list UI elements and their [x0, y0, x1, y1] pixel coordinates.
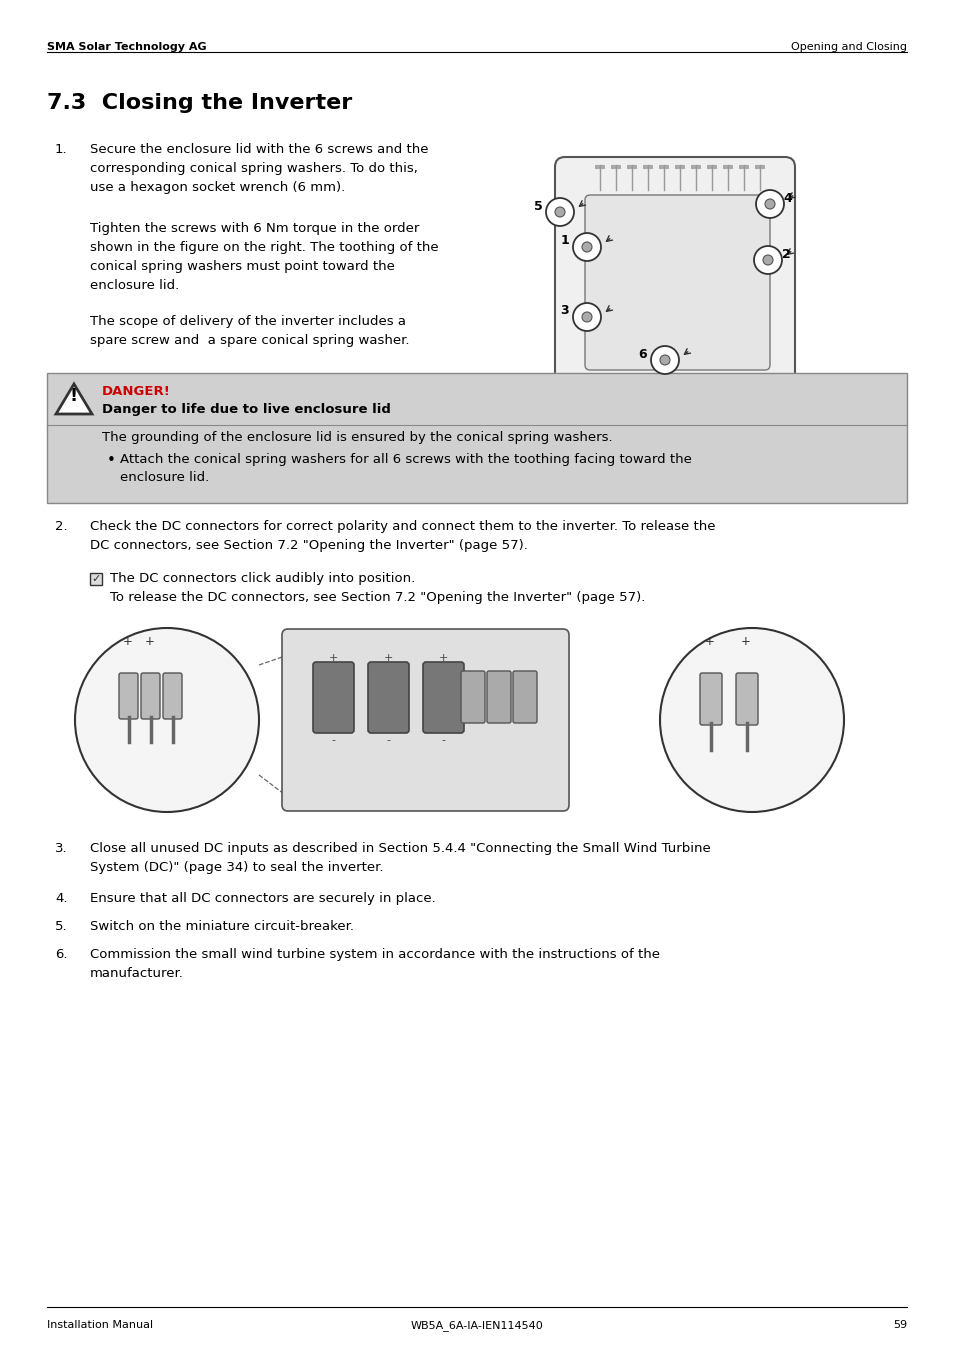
Text: 6.: 6. [55, 948, 68, 961]
Text: •: • [107, 453, 115, 468]
FancyBboxPatch shape [513, 671, 537, 723]
Text: Switch on the miniature circuit-breaker.: Switch on the miniature circuit-breaker. [90, 919, 354, 933]
Circle shape [581, 312, 592, 322]
Text: SMA Solar Technology AG: SMA Solar Technology AG [47, 42, 207, 51]
Circle shape [762, 256, 772, 265]
Circle shape [755, 191, 783, 218]
FancyBboxPatch shape [368, 662, 409, 733]
Text: Tighten the screws with 6 Nm torque in the order
shown in the figure on the righ: Tighten the screws with 6 Nm torque in t… [90, 222, 438, 292]
FancyBboxPatch shape [555, 157, 794, 397]
Text: 5: 5 [533, 200, 542, 212]
FancyBboxPatch shape [119, 673, 138, 719]
Text: Commission the small wind turbine system in accordance with the instructions of : Commission the small wind turbine system… [90, 948, 659, 980]
Text: 3: 3 [560, 304, 569, 318]
Text: Close all unused DC inputs as described in Section 5.4.4 "Connecting the Small W: Close all unused DC inputs as described … [90, 842, 710, 873]
Circle shape [581, 242, 592, 251]
Circle shape [764, 199, 774, 210]
Text: 3.: 3. [55, 842, 68, 854]
Text: +: + [123, 635, 132, 648]
Text: The scope of delivery of the inverter includes a
spare screw and  a spare conica: The scope of delivery of the inverter in… [90, 315, 409, 347]
Text: +: + [437, 653, 447, 662]
Text: 4: 4 [782, 192, 792, 204]
FancyBboxPatch shape [47, 373, 906, 503]
Circle shape [650, 346, 679, 375]
FancyBboxPatch shape [313, 662, 354, 733]
Text: Attach the conical spring washers for all 6 screws with the toothing facing towa: Attach the conical spring washers for al… [120, 453, 691, 484]
FancyBboxPatch shape [735, 673, 758, 725]
Text: The DC connectors click audibly into position.
To release the DC connectors, see: The DC connectors click audibly into pos… [110, 572, 644, 604]
Text: -: - [440, 735, 444, 745]
Text: 4.: 4. [55, 892, 68, 904]
Text: +: + [383, 653, 393, 662]
Text: Ensure that all DC connectors are securely in place.: Ensure that all DC connectors are secure… [90, 892, 436, 904]
FancyBboxPatch shape [282, 629, 568, 811]
Text: +: + [740, 635, 750, 648]
Text: 1.: 1. [55, 143, 68, 155]
Text: +: + [704, 635, 714, 648]
FancyBboxPatch shape [141, 673, 160, 719]
FancyBboxPatch shape [163, 673, 182, 719]
FancyBboxPatch shape [460, 671, 484, 723]
Polygon shape [56, 384, 91, 414]
Text: Check the DC connectors for correct polarity and connect them to the inverter. T: Check the DC connectors for correct pola… [90, 521, 715, 552]
Circle shape [659, 627, 843, 813]
FancyBboxPatch shape [486, 671, 511, 723]
Text: 7.3  Closing the Inverter: 7.3 Closing the Inverter [47, 93, 352, 114]
FancyBboxPatch shape [700, 673, 721, 725]
Text: 2: 2 [781, 247, 789, 261]
Circle shape [573, 233, 600, 261]
FancyBboxPatch shape [90, 573, 102, 585]
Text: 59: 59 [892, 1320, 906, 1330]
Circle shape [659, 356, 669, 365]
Text: +: + [145, 635, 154, 648]
Text: DANGER!: DANGER! [102, 385, 171, 397]
Text: Secure the enclosure lid with the 6 screws and the
corresponding conical spring : Secure the enclosure lid with the 6 scre… [90, 143, 428, 193]
Circle shape [753, 246, 781, 274]
Text: 1: 1 [560, 234, 569, 247]
Text: Installation Manual: Installation Manual [47, 1320, 153, 1330]
FancyBboxPatch shape [584, 195, 769, 370]
Text: Opening and Closing: Opening and Closing [790, 42, 906, 51]
Circle shape [573, 303, 600, 331]
Circle shape [545, 197, 574, 226]
Text: WB5A_6A-IA-IEN114540: WB5A_6A-IA-IEN114540 [410, 1320, 543, 1330]
Text: 5.: 5. [55, 919, 68, 933]
Circle shape [555, 207, 564, 218]
Text: -: - [331, 735, 335, 745]
Text: 2.: 2. [55, 521, 68, 533]
Text: ✓: ✓ [91, 575, 101, 584]
Circle shape [75, 627, 258, 813]
Text: Danger to life due to live enclosure lid: Danger to life due to live enclosure lid [102, 403, 391, 416]
FancyBboxPatch shape [422, 662, 463, 733]
Text: 6: 6 [638, 347, 647, 361]
Text: !: ! [70, 387, 78, 406]
Text: -: - [386, 735, 390, 745]
Text: +: + [328, 653, 337, 662]
Text: The grounding of the enclosure lid is ensured by the conical spring washers.: The grounding of the enclosure lid is en… [102, 431, 612, 443]
